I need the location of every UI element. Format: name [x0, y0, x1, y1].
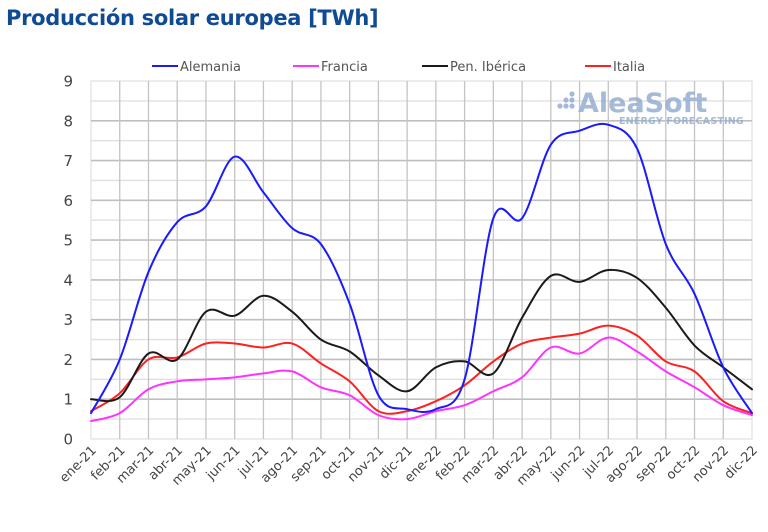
y-tick-label: 1: [63, 391, 73, 409]
legend-item-pen-iberica: Pen. Ibérica: [422, 60, 526, 75]
legend-item-francia: Francia: [293, 60, 368, 75]
y-tick-label: 3: [63, 311, 73, 329]
logo-dot: [557, 103, 563, 109]
watermark-name: AleaSoft: [578, 88, 707, 119]
legend-label: Pen. Ibérica: [450, 60, 526, 75]
series-line-alemania: [90, 122, 753, 415]
logo-dot: [563, 103, 569, 109]
y-tick-label: 4: [63, 271, 73, 289]
y-tick-label: 6: [63, 192, 73, 210]
series-line-italia: [90, 324, 753, 415]
y-axis-ticks: 0 1 2 3 4 5 6 7 8 9: [63, 73, 73, 449]
logo-dot: [563, 97, 569, 103]
x-tick-label: dic-22: [722, 443, 761, 482]
y-tick-label: 7: [63, 152, 73, 170]
logo-dot: [569, 91, 575, 97]
logo-dot: [569, 97, 575, 103]
chart-title: Producción solar europea [TWh]: [6, 6, 379, 30]
y-tick-label: 0: [63, 431, 73, 449]
y-tick-label: 5: [63, 232, 73, 250]
grid: [90, 80, 753, 440]
x-axis-ticks: ene-21feb-21mar-21abr-21may-21jun-21jul-…: [57, 443, 761, 488]
legend-item-italia: Italia: [585, 60, 645, 75]
logo-dot: [569, 103, 575, 109]
series-lines: [90, 122, 753, 423]
legend-label: Francia: [321, 60, 368, 75]
legend-label: Italia: [613, 60, 645, 75]
y-tick-label: 2: [63, 351, 73, 369]
series-line-francia: [90, 336, 753, 423]
series-line-pen-iberica: [90, 268, 753, 403]
y-tick-label: 8: [63, 112, 73, 130]
y-tick-label: 9: [63, 73, 73, 91]
legend-item-alemania: Alemania: [152, 60, 241, 75]
watermark-tagline: ENERGY FORECASTING: [619, 116, 744, 127]
x-tick-label: ene-21: [57, 443, 100, 486]
legend: Alemania Francia Pen. Ibérica Italia: [152, 60, 645, 75]
legend-label: Alemania: [180, 60, 241, 75]
